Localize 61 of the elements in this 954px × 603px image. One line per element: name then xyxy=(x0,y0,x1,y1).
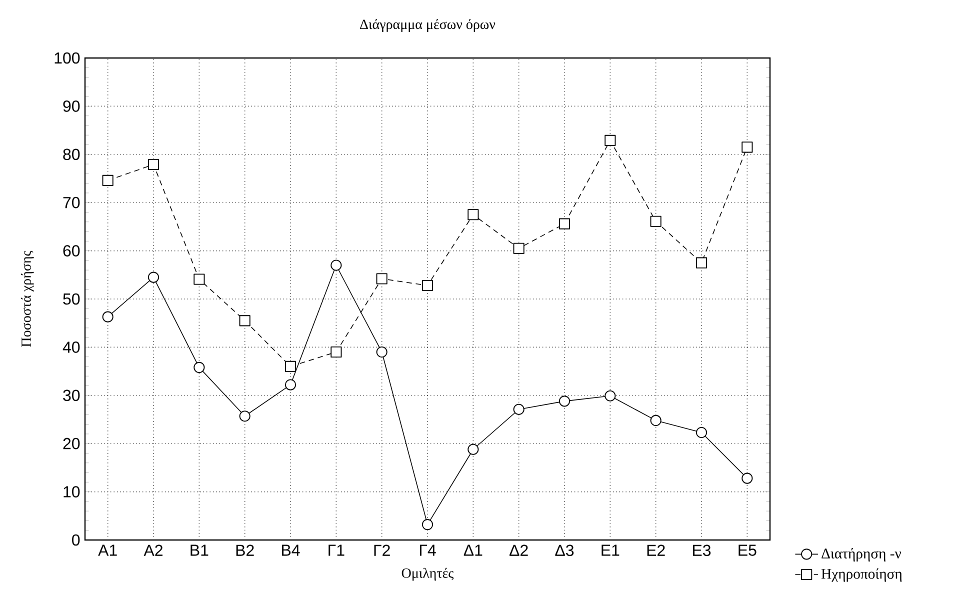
y-tick-label: 100 xyxy=(54,52,80,64)
point xyxy=(239,315,250,326)
point xyxy=(284,379,296,390)
x-tick-label: Δ2 xyxy=(510,544,528,556)
x-tick-label: E3 xyxy=(693,544,711,556)
x-tick-label: E2 xyxy=(647,544,665,556)
point xyxy=(148,272,160,283)
legend-label: Διατήρηση -ν xyxy=(822,548,902,562)
point xyxy=(696,257,708,268)
x-tick-label: A1 xyxy=(98,544,117,556)
point xyxy=(284,360,296,372)
x-tick-label: B1 xyxy=(190,544,208,556)
point xyxy=(513,404,524,415)
y-tick-label: 70 xyxy=(63,196,80,208)
point xyxy=(650,414,662,426)
point xyxy=(148,158,160,170)
y-tick-label: 20 xyxy=(63,438,80,450)
point xyxy=(558,218,570,230)
chart-title: Διάγραμμα μέσων όρων xyxy=(360,19,496,32)
y-tick-label: 30 xyxy=(63,390,80,402)
point xyxy=(604,390,616,402)
point xyxy=(468,209,479,220)
x-tick-label: E1 xyxy=(602,544,620,556)
point xyxy=(330,260,342,271)
y-tick-label: 40 xyxy=(62,342,80,353)
point xyxy=(102,311,114,322)
y-tick-label: 90 xyxy=(63,100,80,112)
point xyxy=(650,216,662,227)
point xyxy=(742,472,753,484)
x-tick-label: Δ1 xyxy=(464,544,482,556)
x-tick-label: Δ3 xyxy=(555,544,574,556)
point xyxy=(102,174,114,186)
x-tick-label: E5 xyxy=(738,544,756,556)
point xyxy=(422,519,434,530)
point xyxy=(513,242,524,254)
point xyxy=(468,444,479,455)
point xyxy=(422,280,434,292)
y-axis-title: Ποσοστά χρήσης xyxy=(20,250,34,347)
point xyxy=(604,134,616,146)
point xyxy=(194,274,205,285)
point xyxy=(376,346,388,358)
x-axis-title: Ομιλητές xyxy=(402,568,454,581)
y-tick-label: 60 xyxy=(63,245,80,256)
x-tick-label: Γ1 xyxy=(328,544,344,556)
x-tick-label: Γ4 xyxy=(420,544,436,556)
point xyxy=(194,362,205,373)
point xyxy=(330,346,342,358)
point xyxy=(696,426,708,438)
point xyxy=(742,142,753,153)
x-tick-label: B4 xyxy=(282,544,300,556)
x-tick-label: Γ2 xyxy=(374,544,390,556)
legend-label: Ηχηροποίηση xyxy=(821,568,902,582)
y-tick-label: 10 xyxy=(64,486,80,498)
y-tick-label: 80 xyxy=(63,148,80,160)
x-tick-label: A2 xyxy=(144,544,162,556)
y-tick-label: 0 xyxy=(72,534,80,546)
y-tick-label: 50 xyxy=(63,293,80,305)
point xyxy=(239,410,250,422)
x-tick-label: B2 xyxy=(236,544,254,556)
point xyxy=(376,273,388,284)
point xyxy=(558,396,570,407)
